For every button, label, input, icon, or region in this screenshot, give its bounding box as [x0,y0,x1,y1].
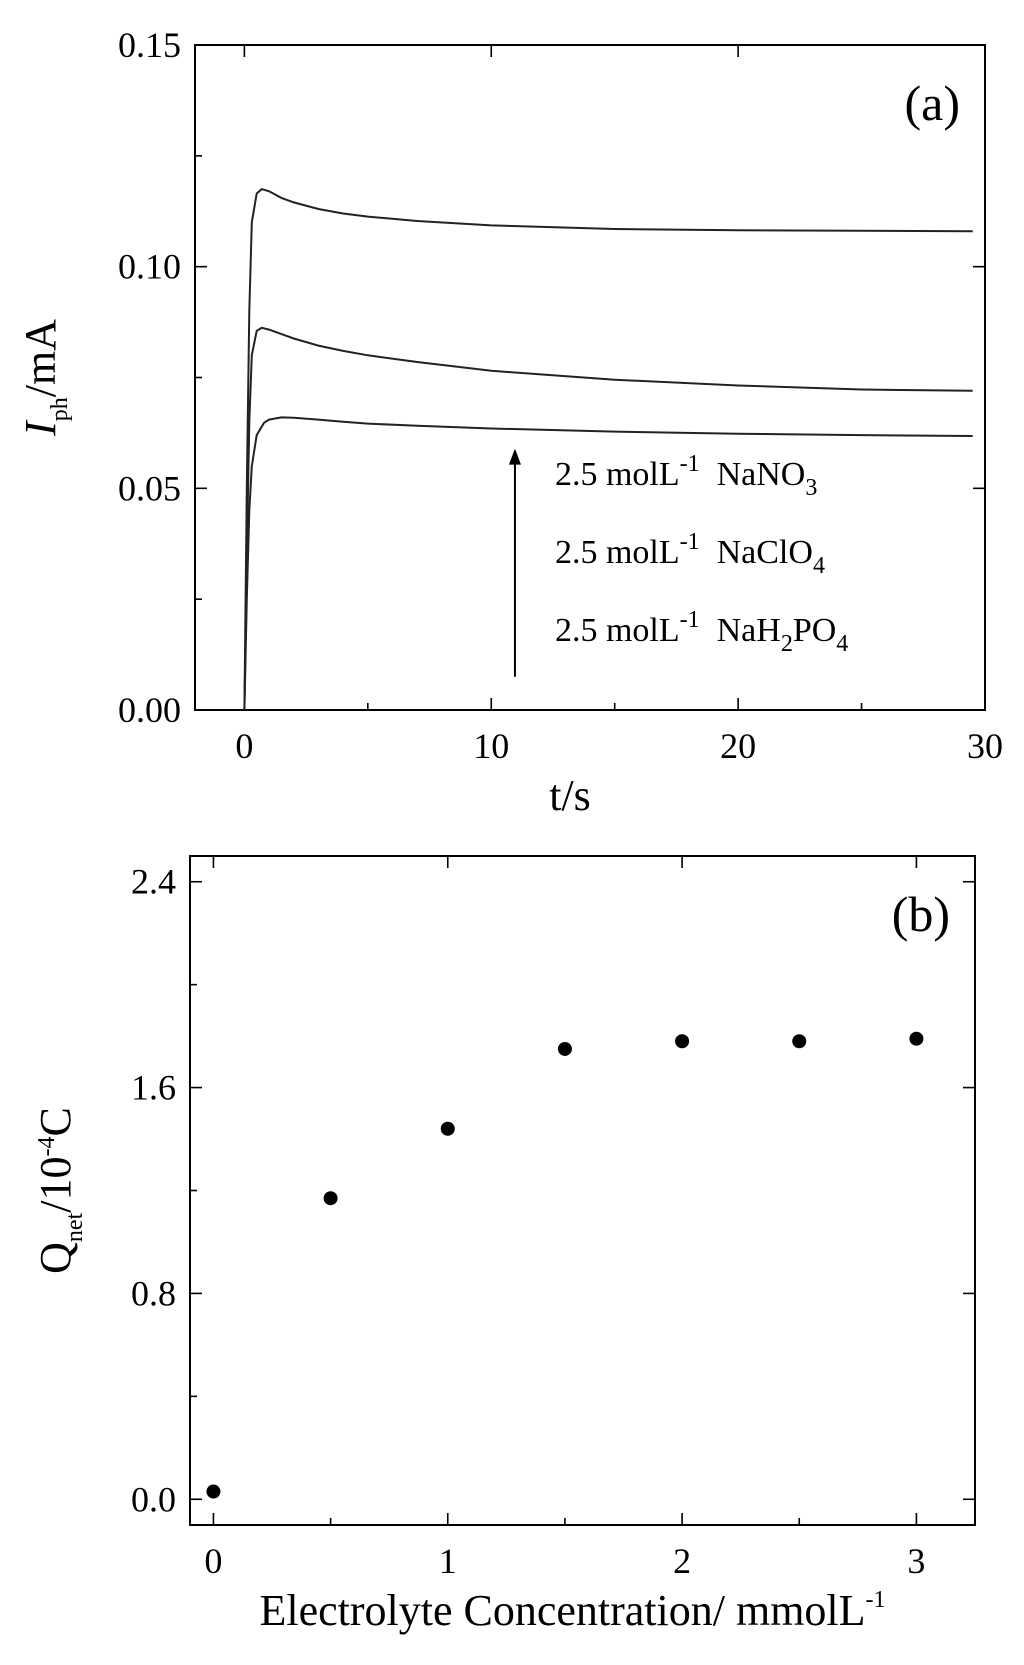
y-tick-label: 0.00 [118,690,181,730]
y-tick-label: 0.05 [118,468,181,508]
panel-label: (a) [905,75,961,131]
series-line-0 [243,187,973,711]
legend-formula-subscript: 4 [836,631,848,657]
x-tick-label: 1 [439,1541,457,1581]
y-axis-title: Iph/mA [16,319,73,437]
y-axis-title-tail: C [31,1107,80,1136]
legend-unit-sup: -1 [680,529,700,555]
y-axis-title: Qnet/10-4C [31,1107,88,1274]
legend-gap [700,456,717,493]
legend-formula-text: NaClO [717,534,813,571]
x-axis-title: Electrolyte Concentration/ mmolL-1 [259,1586,885,1635]
legend-prefix: 2.5 molL [555,456,680,493]
data-point [323,1191,338,1206]
x-axis-title-main: Electrolyte Concentration/ mmolL [259,1586,865,1635]
legend-prefix: 2.5 molL [555,612,680,649]
legend-entry-2: 2.5 molL-1 NaH2PO4 [555,607,848,657]
x-tick-label: 2 [673,1541,691,1581]
y-tick-label: 0.0 [131,1479,176,1519]
panel-0: 0 10 20 300.000.050.100.15(a)2.5 molL-1 NaN… [16,25,1003,820]
y-axis-title-sub: net [62,1212,88,1242]
y-tick-label: 0.15 [118,25,181,65]
series-line-1 [243,326,973,711]
legend-formula-text: NaH [717,612,781,649]
x-tick-label: 3 [907,1541,925,1581]
y-axis-title-mid: /10 [31,1157,80,1213]
data-point [206,1484,221,1499]
data-point [440,1121,455,1136]
trend-arrowhead [508,448,521,465]
panel-label: (b) [892,886,950,942]
legend-unit-sup: -1 [680,451,700,477]
legend-gap [700,612,717,649]
data-point [792,1034,807,1049]
y-axis-title-main: I [16,419,65,437]
legend-formula-text: PO [793,612,836,649]
y-axis-title-main: Q [31,1242,80,1274]
y-tick-label: 2.4 [131,862,176,902]
panel-1: 0 1 2 3 0.0 0.8 1.6 2.4 (b) Electrolyte Concentra… [31,855,976,1635]
plot-frame [189,855,976,1526]
x-tick-label: 30 [967,726,1003,766]
data-point [557,1041,572,1056]
y-tick-label: 0.10 [118,247,181,287]
legend-unit-sup: -1 [680,607,700,633]
legend-formula-subscript: 2 [781,631,793,657]
data-point [909,1031,924,1046]
y-axis-title-sub: ph [47,397,73,421]
y-axis-title-sup: -4 [34,1137,60,1157]
x-tick-label: 10 [473,726,509,766]
legend-entry-1: 2.5 molL-1 NaClO4 [555,529,825,579]
x-tick-label: 20 [720,726,756,766]
data-point [675,1034,690,1049]
legend-formula-text: NaNO [717,456,806,493]
legend-gap [700,534,717,571]
x-tick-label: 0 [204,1541,222,1581]
legend-prefix: 2.5 molL [555,534,680,571]
y-axis-title-tail: /mA [16,319,65,397]
series-line-2 [243,416,973,711]
x-tick-label: 0 [235,726,253,766]
x-axis-title: t/s [549,771,591,820]
legend-formula-subscript: 3 [805,475,817,501]
y-tick-label: 0.8 [131,1273,176,1313]
x-axis-title-sup: -1 [866,1587,886,1613]
y-tick-label: 1.6 [131,1068,176,1108]
legend-formula-subscript: 4 [813,553,825,579]
legend-entry-0: 2.5 molL-1 NaNO3 [555,451,817,501]
